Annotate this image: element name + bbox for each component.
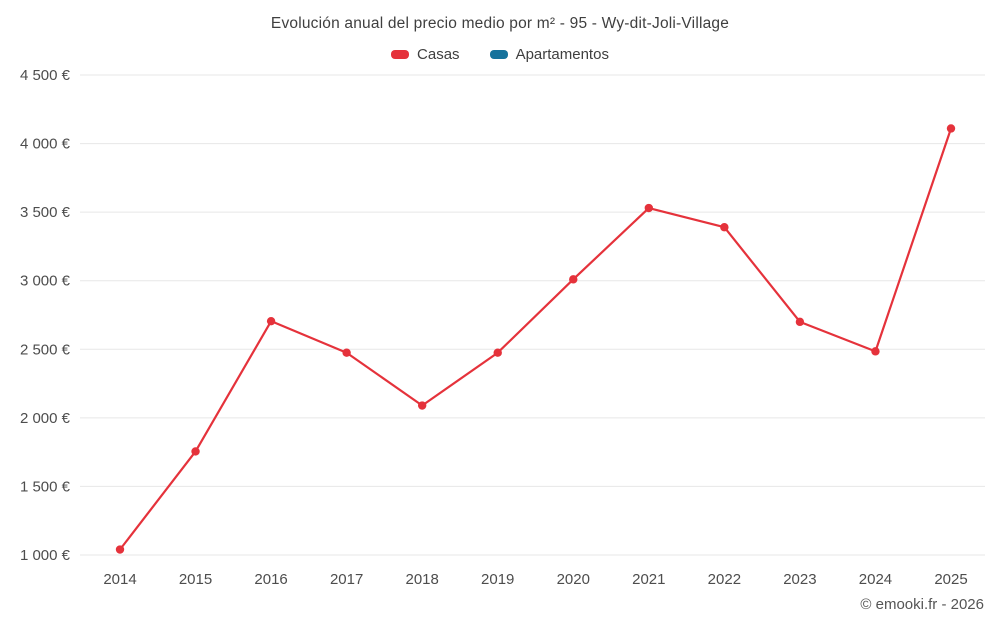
y-axis-tick-label: 2 500 € — [20, 341, 71, 358]
legend-swatch-casas — [391, 50, 410, 59]
data-point[interactable] — [946, 124, 956, 133]
x-axis-tick-label: 2021 — [632, 571, 665, 588]
chart-legend: Casas Apartamentos — [0, 46, 1000, 63]
x-axis-tick-label: 2022 — [708, 571, 741, 588]
chart-title: Evolución anual del precio medio por m² … — [270, 15, 730, 32]
y-axis-tick-label: 4 500 € — [20, 67, 71, 84]
data-point[interactable] — [266, 316, 276, 326]
data-point[interactable] — [191, 447, 200, 456]
x-axis-tick-label: 2015 — [179, 571, 212, 588]
copyright-text: © emooki.fr - 2026 — [860, 596, 984, 613]
data-point[interactable] — [720, 223, 729, 232]
legend-label-casas: Casas — [417, 46, 460, 63]
x-axis-tick-label: 2014 — [103, 571, 136, 588]
x-axis-tick-label: 2025 — [934, 571, 967, 588]
y-axis-tick-label: 3 500 € — [20, 204, 71, 221]
x-axis-tick-label: 2017 — [330, 571, 363, 588]
x-axis-tick-label: 2020 — [557, 571, 590, 588]
y-axis-tick-label: 1 500 € — [20, 478, 71, 495]
y-axis-tick-label: 1 000 € — [20, 547, 71, 564]
x-axis-tick-label: 2019 — [481, 571, 514, 588]
y-axis-tick-label: 2 000 € — [20, 410, 71, 427]
x-axis-tick-label: 2016 — [254, 571, 287, 588]
data-point[interactable] — [493, 348, 502, 357]
data-point[interactable] — [871, 347, 880, 356]
legend-swatch-apartamentos — [489, 50, 508, 59]
legend-item-apartamentos[interactable]: Apartamentos — [489, 46, 609, 63]
data-point[interactable] — [569, 275, 578, 284]
legend-item-casas[interactable]: Casas — [391, 46, 460, 63]
data-point[interactable] — [115, 545, 125, 554]
y-axis-tick-label: 3 000 € — [20, 273, 71, 290]
series-line — [118, 127, 953, 551]
x-axis-tick-label: 2024 — [859, 571, 892, 588]
y-axis-tick-label: 4 000 € — [20, 136, 71, 153]
x-axis-tick-label: 2018 — [405, 571, 438, 588]
data-point[interactable] — [417, 401, 427, 410]
data-point[interactable] — [644, 203, 654, 213]
x-axis-tick-label: 2023 — [783, 571, 816, 588]
data-point[interactable] — [342, 348, 351, 357]
data-point[interactable] — [795, 317, 805, 327]
legend-label-apartamentos: Apartamentos — [515, 46, 609, 63]
